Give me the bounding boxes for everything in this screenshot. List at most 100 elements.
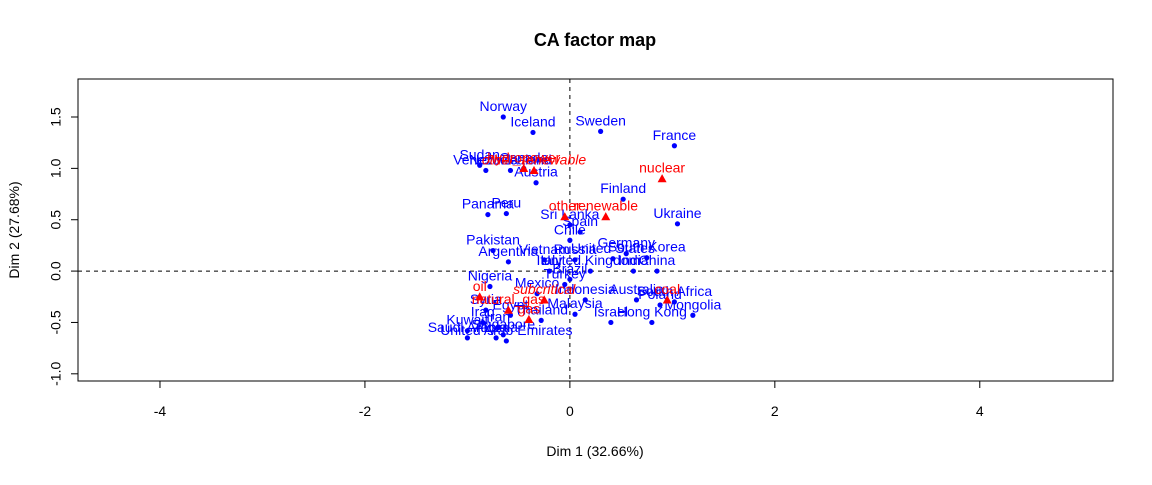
- column-point-marker: [529, 165, 539, 175]
- column-point-marker: [560, 212, 570, 221]
- column-point-marker: [475, 292, 485, 301]
- row-point-label: France: [653, 127, 697, 143]
- row-point-marker: [507, 167, 514, 174]
- row-point-marker: [493, 335, 499, 341]
- row-point-label: Malaysia: [547, 295, 602, 311]
- row-point-marker: [567, 237, 573, 243]
- row-point-marker: [567, 276, 573, 282]
- row-point-marker: [649, 319, 655, 326]
- row-point-label: Sri Lanka: [540, 206, 599, 222]
- y-tick-label: -1.0: [48, 362, 64, 386]
- row-point-label: United Arab Emirates: [440, 322, 572, 338]
- x-tick-label: 0: [566, 403, 574, 419]
- row-point-label: Panama: [462, 196, 514, 212]
- y-tick-label: 0.0: [48, 261, 64, 281]
- row-point-label: Thailand: [514, 301, 568, 317]
- row-point-label: Iceland: [510, 113, 555, 129]
- row-point-marker: [630, 268, 637, 274]
- row-point-label: Nigeria: [468, 267, 513, 283]
- row-point-marker: [671, 143, 678, 149]
- row-point-label: Argentina: [478, 243, 538, 259]
- row-point-label: South Korea: [608, 239, 686, 255]
- row-point-marker: [480, 319, 486, 326]
- row-point-label: Iran: [486, 309, 510, 325]
- row-point-label: Ukraine: [653, 205, 701, 221]
- column-point-label: hydropower: [487, 149, 560, 165]
- row-point-marker: [500, 332, 506, 338]
- row-point-label: Iraq: [471, 303, 495, 319]
- row-point-label: Vietnam: [519, 241, 570, 257]
- row-point-label: Indonesia: [555, 281, 616, 297]
- row-point-label: Australia: [609, 281, 664, 297]
- row-point-label: Venezuela: [453, 151, 519, 167]
- row-point-marker: [507, 312, 514, 318]
- column-point-marker: [519, 163, 529, 172]
- row-point-marker: [483, 307, 489, 313]
- x-tick-label: -2: [359, 403, 372, 419]
- row-point-marker: [534, 291, 540, 297]
- row-point-label: India: [618, 252, 649, 268]
- row-point-label: Kuwait: [446, 312, 488, 328]
- row-point-marker: [598, 128, 604, 134]
- row-point-marker: [657, 302, 663, 308]
- row-point-marker: [500, 114, 506, 120]
- x-tick-label: -4: [154, 403, 167, 419]
- row-point-label: Peru: [492, 195, 522, 211]
- row-point-marker: [608, 319, 614, 326]
- row-point-marker: [546, 268, 552, 274]
- row-point-marker: [577, 229, 583, 235]
- row-point-label: Poland: [638, 286, 682, 302]
- row-point-label: Saudi Arabia: [428, 319, 508, 335]
- row-point-marker: [538, 317, 544, 323]
- x-tick-label: 2: [771, 403, 779, 419]
- row-point-marker: [654, 268, 660, 274]
- row-point-label: Brazil: [552, 260, 587, 276]
- row-point-marker: [477, 162, 483, 168]
- row-point-marker: [633, 297, 640, 303]
- row-point-marker: [572, 257, 578, 263]
- row-point-marker: [610, 256, 616, 262]
- column-point-marker: [503, 305, 513, 314]
- row-point-label: Italy: [537, 252, 563, 268]
- y-tick-label: 1.0: [48, 158, 64, 178]
- row-point-marker: [587, 268, 593, 274]
- row-point-marker: [503, 210, 509, 217]
- row-point-label: Spain: [562, 213, 598, 229]
- row-point-label: Mongolia: [664, 296, 721, 312]
- row-point-marker: [623, 251, 629, 257]
- column-point-marker: [524, 314, 534, 323]
- row-point-marker: [567, 222, 573, 228]
- row-point-marker: [541, 257, 547, 263]
- row-point-label: Israel: [594, 303, 628, 319]
- column-point-marker: [657, 174, 667, 183]
- row-point-marker: [495, 324, 501, 331]
- row-point-label: Turkey: [544, 265, 586, 281]
- row-point-label: Sudan: [459, 146, 499, 162]
- row-point-marker: [674, 221, 681, 227]
- row-point-label: Singapore: [471, 316, 535, 332]
- row-point-marker: [562, 281, 568, 288]
- row-point-label: Sweden: [575, 112, 626, 128]
- row-point-marker: [572, 311, 578, 317]
- row-point-marker: [464, 335, 471, 341]
- row-point-label: United States: [571, 240, 655, 256]
- row-point-marker: [490, 247, 496, 254]
- row-point-label: Syria: [470, 291, 502, 307]
- row-point-marker: [487, 283, 493, 290]
- y-tick-label: -0.5: [48, 310, 64, 334]
- row-point-label: United Kingdom: [541, 252, 641, 268]
- column-point-label: renewable: [573, 198, 638, 214]
- y-tick-label: 1.5: [48, 107, 64, 127]
- reference-lines: [78, 79, 1113, 381]
- row-point-label: Pakistan: [466, 232, 520, 248]
- y-tick-label: 0.5: [48, 210, 64, 230]
- row-point-marker: [503, 338, 509, 344]
- row-point-label: Germany: [597, 235, 655, 251]
- y-axis: -1.0 -0.5 0.0 0.5 1.0 1.5: [48, 107, 79, 386]
- row-point-marker: [644, 255, 650, 261]
- column-point-label: other_renewable: [482, 151, 587, 167]
- row-point-label: Hong Kong: [617, 303, 687, 319]
